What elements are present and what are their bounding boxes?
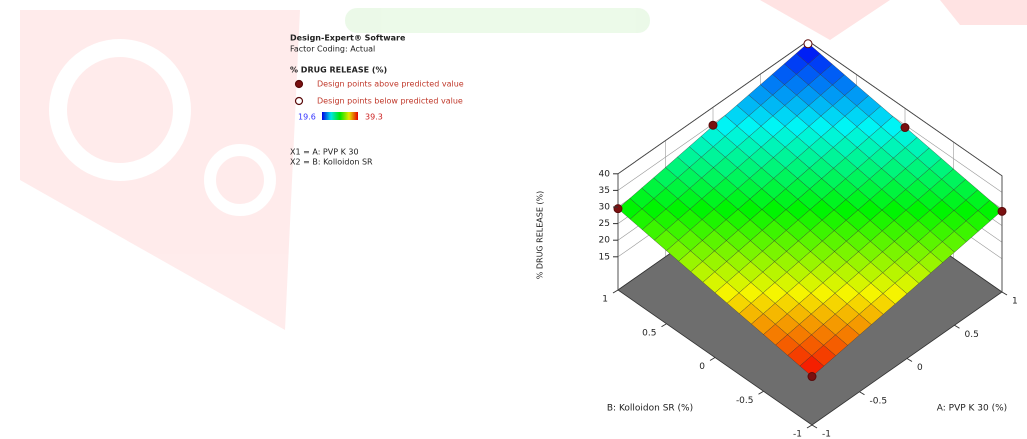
design-point (900, 123, 910, 133)
z-axis-label: % DRUG RELEASE (%) (536, 191, 545, 280)
z-tick-label: 20 (599, 236, 611, 246)
y-tick-label: -1 (793, 430, 802, 439)
watermark-bar (345, 8, 650, 33)
design-point (613, 204, 623, 214)
surface-cell (799, 355, 825, 377)
z-tick-label: 40 (599, 169, 611, 179)
z-tick-label: 35 (599, 186, 610, 196)
watermark-gear (49, 39, 191, 181)
z-tick-label: 25 (599, 219, 610, 229)
y-tick-label: 0.5 (642, 328, 656, 338)
response-name: % DRUG RELEASE (%) (290, 66, 387, 75)
x-tick-label: 0 (917, 363, 923, 373)
x-tick-label: -0.5 (870, 396, 888, 406)
legend-marker (294, 96, 304, 106)
legend-label: Design points above predicted value (317, 80, 464, 89)
watermark-gear (204, 144, 276, 216)
tick-mark (661, 323, 667, 328)
watermark-shape (760, 0, 1027, 40)
tick-mark (758, 390, 764, 395)
design-point (997, 206, 1007, 216)
colorbar (322, 112, 358, 120)
tick-mark (612, 289, 619, 294)
x-tick-label: 1 (1012, 297, 1018, 307)
tick-mark (709, 357, 716, 361)
factor-label: X2 = B: Kolloidon SR (290, 158, 373, 167)
design-point (708, 120, 718, 130)
design-point (807, 372, 817, 382)
tick-mark (859, 391, 865, 396)
tick-mark (954, 324, 960, 329)
tick-mark (811, 424, 818, 429)
y-tick-label: 1 (602, 295, 608, 305)
z-tick-label: 30 (599, 203, 611, 213)
software-name: Design-Expert® Software (290, 34, 406, 43)
y-tick-label: -0.5 (736, 396, 754, 406)
coding: Factor Coding: Actual (290, 45, 375, 54)
watermark-shape (20, 10, 300, 330)
x-tick-label: -1 (822, 430, 831, 439)
colorbar-min: 19.6 (298, 113, 316, 122)
x-tick-label: 0.5 (965, 330, 979, 340)
watermark (20, 0, 1027, 330)
colorbar-max: 39.3 (365, 113, 383, 122)
factor-label: X1 = A: PVP K 30 (290, 148, 359, 157)
legend-label: Design points below predicted value (317, 97, 463, 106)
y-tick-label: 0 (699, 362, 705, 372)
design-point (803, 39, 813, 49)
tick-mark (1001, 291, 1008, 296)
x-axis-label: A: PVP K 30 (%) (937, 404, 1007, 414)
z-tick-label: 15 (599, 252, 610, 262)
legend-marker (294, 79, 304, 89)
tick-mark (906, 358, 913, 362)
tick-mark (806, 424, 813, 429)
y-axis-label: B: Kolloidon SR (%) (607, 404, 693, 414)
